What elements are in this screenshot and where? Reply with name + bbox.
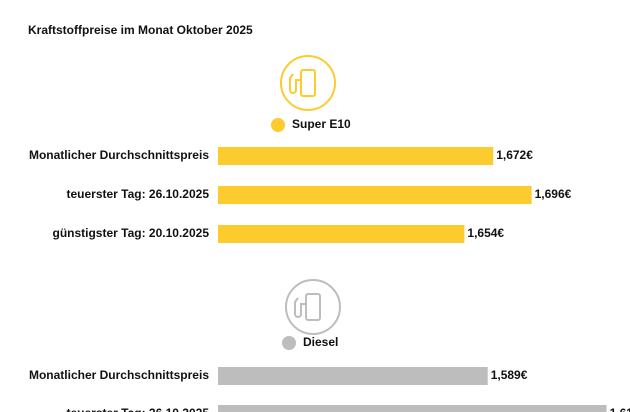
- legend-label: Diesel: [303, 335, 338, 349]
- category-label: teuerster Tag: 26.10.2025: [66, 406, 209, 412]
- value-label: 1,589€: [491, 368, 528, 382]
- value-label: 1,654€: [467, 226, 504, 240]
- chart-title: Kraftstoffpreise im Monat Oktober 2025: [28, 23, 253, 37]
- bar: [218, 225, 465, 243]
- bar: [218, 367, 488, 385]
- legend-marker: [271, 118, 285, 132]
- category-label: Monatlicher Durchschnittspreis: [29, 368, 209, 382]
- legend-label: Super E10: [292, 117, 351, 131]
- legend-marker: [282, 336, 296, 350]
- value-label: 1,696€: [535, 187, 572, 201]
- fuel-icon: [280, 55, 336, 111]
- value-label: 1,615€: [610, 406, 630, 412]
- bar: [218, 405, 607, 412]
- value-label: 1,672€: [496, 148, 533, 162]
- fuel-icon: [285, 279, 341, 335]
- category-label: teuerster Tag: 26.10.2025: [66, 187, 209, 201]
- bar: [218, 147, 494, 165]
- category-label: günstigster Tag: 20.10.2025: [52, 226, 209, 240]
- bar: [218, 186, 532, 204]
- category-label: Monatlicher Durchschnittspreis: [29, 148, 209, 162]
